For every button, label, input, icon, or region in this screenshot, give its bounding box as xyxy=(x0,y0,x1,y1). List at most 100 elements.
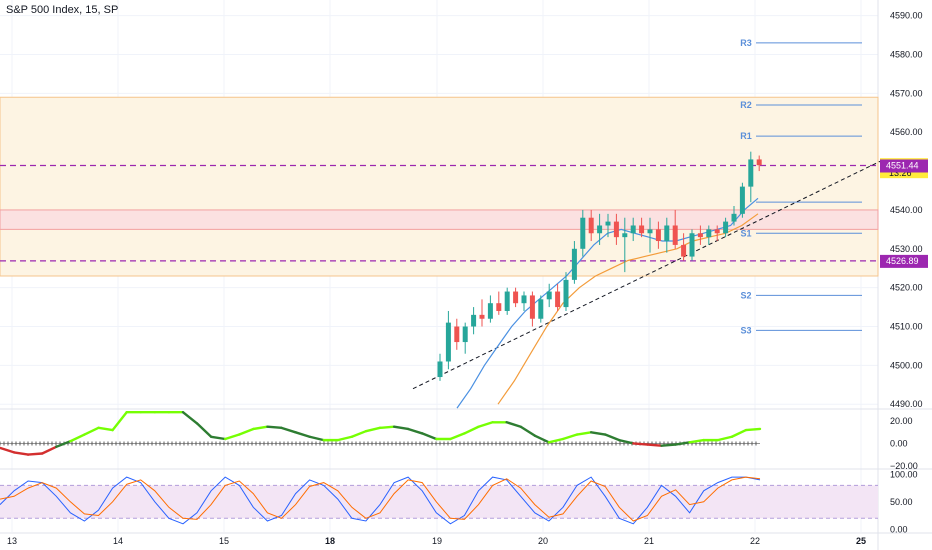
oscillator-segment xyxy=(392,425,410,431)
oscillator-segment xyxy=(266,425,283,430)
oscillator-segment xyxy=(744,427,762,432)
pivot-label-r2: R2 xyxy=(740,100,752,110)
candle-countdown: 13:26 xyxy=(889,168,912,178)
candle-body xyxy=(462,326,468,343)
candle-body xyxy=(437,361,443,378)
candle-body xyxy=(487,303,493,319)
chart-title: S&P 500 Index, 15, SP xyxy=(6,4,119,16)
oscillator-segment xyxy=(618,438,635,445)
price-tick-label: 4530.00 xyxy=(890,244,923,254)
candle-body xyxy=(529,295,535,319)
pivot-label-s3: S3 xyxy=(740,325,751,335)
candle-body xyxy=(622,233,628,238)
stochastic-pane[interactable]: 100.00 50.00 0.00 xyxy=(0,469,918,534)
oscillator-segment xyxy=(195,422,213,438)
oscillator-segment xyxy=(533,434,551,444)
candle-body xyxy=(731,213,737,222)
price-tick-label: 4570.00 xyxy=(890,88,923,98)
price-level-label: 4551.44 xyxy=(886,160,919,170)
stochastic-k-line xyxy=(0,476,761,525)
oscillator-segment xyxy=(421,432,438,441)
oscillator-segment xyxy=(350,429,368,438)
oscillator-segment xyxy=(730,428,748,438)
oscillator-segment xyxy=(238,427,255,436)
price-tick-label: 4590.00 xyxy=(890,11,923,21)
oscillator-segment xyxy=(561,433,579,441)
oscillator-segment xyxy=(209,435,227,441)
stochastic-tick-label: 50.00 xyxy=(890,497,913,507)
price-tick-label: 4490.00 xyxy=(890,399,923,409)
candle-body xyxy=(714,229,720,234)
pivot-label-r1: R1 xyxy=(740,131,752,141)
candle-body xyxy=(672,225,678,245)
oscillator-segment xyxy=(364,426,382,433)
oscillator-segment xyxy=(688,438,705,444)
oscillator-segment xyxy=(252,425,269,431)
oscillator-segment xyxy=(12,451,30,456)
oscillator-pane[interactable]: 20.00 0.00 −20.00 xyxy=(0,411,918,471)
stochastic-tick-label: 0.00 xyxy=(890,524,908,534)
oscillator-segment xyxy=(0,446,16,454)
candle-body xyxy=(681,244,687,257)
oscillator-segment xyxy=(294,431,311,438)
time-tick-label: 25 xyxy=(856,536,866,546)
candle-body xyxy=(655,229,661,242)
pivot-label-r3: R3 xyxy=(740,38,752,48)
oscillator-segment xyxy=(55,440,72,449)
candle-body xyxy=(454,326,460,343)
candle-body xyxy=(504,291,510,311)
time-axis[interactable]: 13 14 15 18 19 20 21 22 25 xyxy=(7,536,866,546)
oscillator-segment xyxy=(308,435,325,442)
oscillator-segment xyxy=(589,431,607,436)
oscillator-segment xyxy=(519,425,537,437)
slow-moving-average xyxy=(497,213,759,405)
candle-body xyxy=(555,291,561,308)
demand-zone xyxy=(0,209,879,230)
candle-body xyxy=(647,229,653,234)
oscillator-segment xyxy=(660,443,677,447)
price-tick-label: 4510.00 xyxy=(890,322,923,332)
candle-body xyxy=(706,229,712,238)
candle-body xyxy=(563,279,569,308)
time-tick-label: 13 xyxy=(7,536,17,546)
price-zones xyxy=(0,96,879,277)
time-tick-label: 18 xyxy=(325,536,335,546)
oscillator-segment xyxy=(69,433,86,443)
price-level-tag xyxy=(880,254,928,268)
oscillator-segment xyxy=(223,433,241,441)
stochastic-tick-label: 100.00 xyxy=(890,469,918,479)
price-tick-label: 4520.00 xyxy=(890,283,923,293)
supply-zone xyxy=(0,96,879,277)
stochastic-d-line xyxy=(0,476,761,522)
candle-body xyxy=(445,322,451,362)
price-axis[interactable]: 4490.00 4500.00 4510.00 4520.00 4530.00 4540.… xyxy=(890,11,923,410)
oscillator-segment xyxy=(41,445,58,455)
price-tick-label: 4580.00 xyxy=(890,50,923,60)
price-level-label: 4526.89 xyxy=(886,256,919,266)
candle-body xyxy=(756,159,762,166)
oscillator-tick-label: 20.00 xyxy=(890,416,913,426)
trendline-lower xyxy=(412,160,881,390)
oscillator-segment xyxy=(603,433,621,442)
candle-body xyxy=(496,303,502,311)
oscillator-tick-label: −20.00 xyxy=(890,461,918,471)
candle-body xyxy=(748,159,754,187)
oscillator-segment xyxy=(674,441,691,446)
oscillator-segment xyxy=(83,426,100,436)
oscillator-segment xyxy=(111,411,128,432)
dashed-price-levels xyxy=(0,164,878,262)
stochastic-band xyxy=(0,485,878,519)
candle-body xyxy=(739,186,745,214)
oscillator-segment xyxy=(280,426,297,434)
candle-body xyxy=(521,295,527,304)
oscillator-segment xyxy=(378,425,396,430)
oscillator-segment xyxy=(26,452,44,456)
time-tick-label: 22 xyxy=(750,536,760,546)
candle-body xyxy=(697,233,703,238)
candle-body xyxy=(639,225,645,234)
candle-body xyxy=(605,221,611,226)
oscillator-segment xyxy=(632,442,649,446)
oscillator-tick-label: 0.00 xyxy=(890,438,908,448)
